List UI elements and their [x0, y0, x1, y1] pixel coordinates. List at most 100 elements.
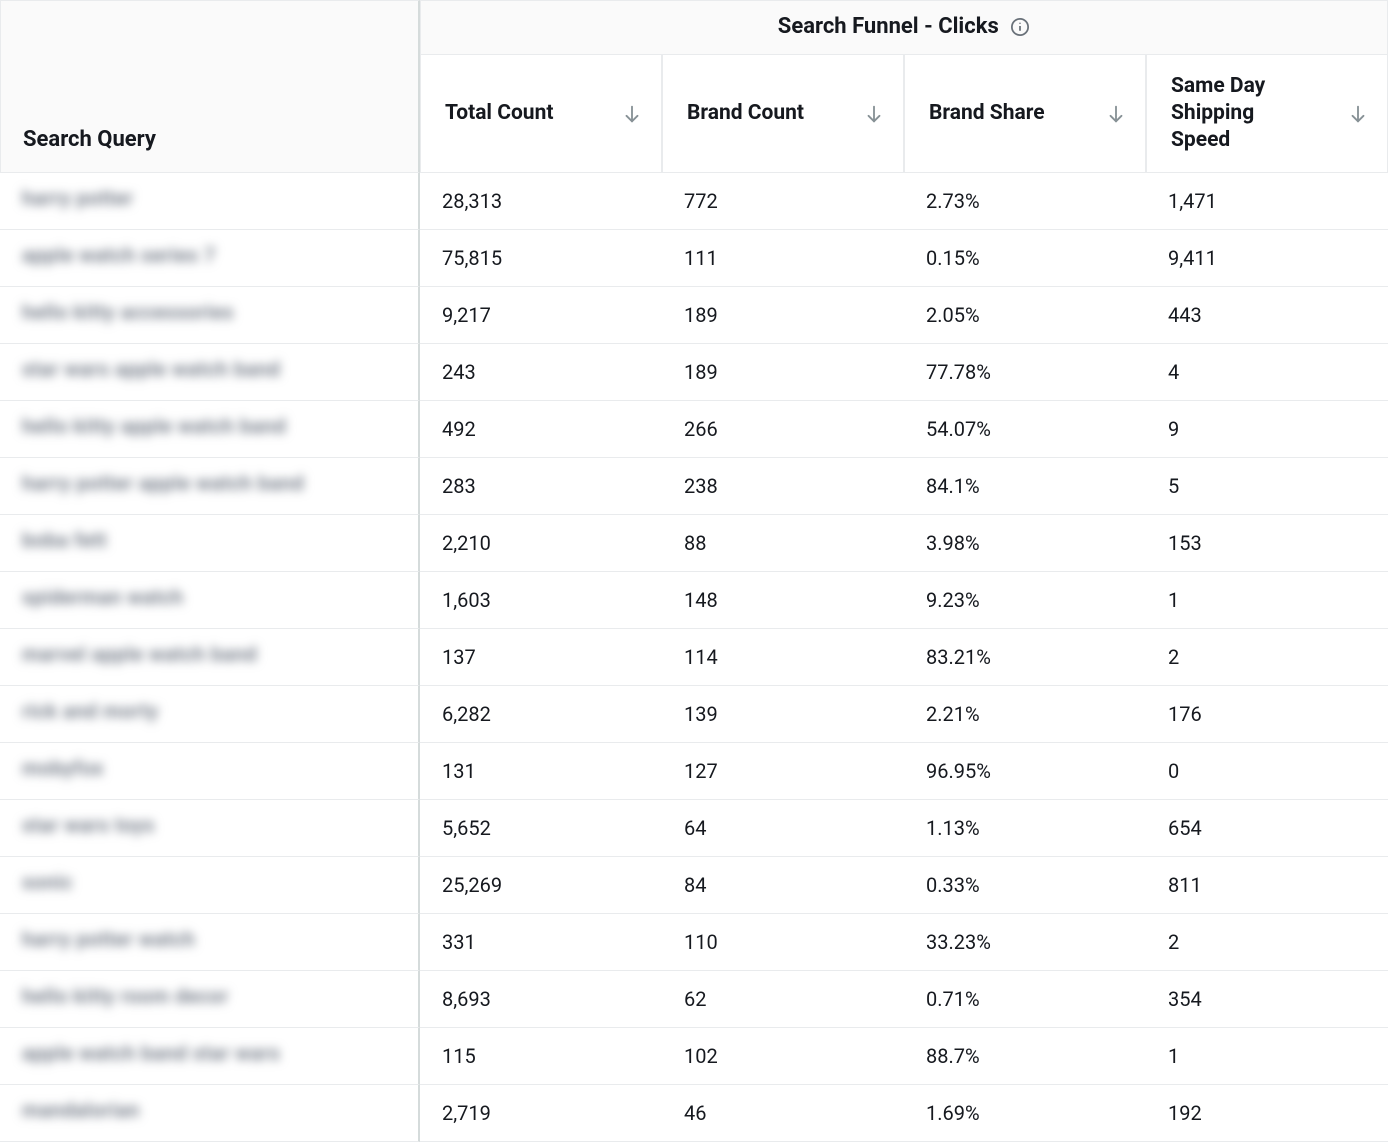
cell-brand-count: 238	[662, 458, 904, 515]
search-query-text: apple watch band star wars	[22, 1040, 280, 1066]
cell-total-count: 5,652	[420, 800, 662, 857]
table-row: hello kitty room decor8,693620.71%354	[0, 971, 1388, 1028]
cell-same-day: 153	[1146, 515, 1388, 572]
cell-same-day: 4	[1146, 344, 1388, 401]
cell-total-count: 283	[420, 458, 662, 515]
search-query-text: apple watch series 7	[22, 242, 216, 268]
cell-brand-share: 2.21%	[904, 686, 1146, 743]
cell-brand-count: 46	[662, 1085, 904, 1142]
cell-total-count: 6,282	[420, 686, 662, 743]
table-row: hello kitty apple watch band49226654.07%…	[0, 401, 1388, 458]
cell-same-day: 354	[1146, 971, 1388, 1028]
cell-total-count: 2,210	[420, 515, 662, 572]
cell-brand-count: 189	[662, 287, 904, 344]
search-query-text: marvel apple watch band	[22, 641, 257, 667]
cell-brand-share: 83.21%	[904, 629, 1146, 686]
column-header-same-day[interactable]: Same Day Shipping Speed	[1146, 55, 1388, 174]
cell-brand-share: 88.7%	[904, 1028, 1146, 1085]
cell-same-day: 5	[1146, 458, 1388, 515]
column-header-label: Total Count	[445, 100, 553, 127]
cell-brand-count: 148	[662, 572, 904, 629]
cell-search-query: hello kitty accessories	[0, 287, 420, 344]
cell-same-day: 9	[1146, 401, 1388, 458]
search-query-text: mobyfox	[22, 755, 104, 781]
cell-brand-count: 84	[662, 857, 904, 914]
search-funnel-table: Search Query Search Funnel - Clicks Tota…	[0, 0, 1388, 1142]
table-row: marvel apple watch band13711483.21%2	[0, 629, 1388, 686]
cell-total-count: 75,815	[420, 230, 662, 287]
cell-brand-share: 2.05%	[904, 287, 1146, 344]
cell-search-query: harry potter apple watch band	[0, 458, 420, 515]
table-row: star wars toys5,652641.13%654	[0, 800, 1388, 857]
table-row: hello kitty accessories9,2171892.05%443	[0, 287, 1388, 344]
cell-brand-share: 0.15%	[904, 230, 1146, 287]
cell-brand-share: 77.78%	[904, 344, 1146, 401]
search-query-text: harry potter watch	[22, 926, 195, 952]
column-header-search-query[interactable]: Search Query	[0, 0, 420, 173]
cell-brand-share: 33.23%	[904, 914, 1146, 971]
cell-total-count: 2,719	[420, 1085, 662, 1142]
table-row: spiderman watch 1,6031489.23%1	[0, 572, 1388, 629]
cell-brand-count: 62	[662, 971, 904, 1028]
search-query-text: mandalorian	[22, 1097, 140, 1123]
cell-total-count: 1,603	[420, 572, 662, 629]
cell-same-day: 1	[1146, 572, 1388, 629]
search-query-text: rick and morty	[22, 698, 159, 724]
column-header-label: Brand Share	[929, 100, 1045, 127]
table-body: harry potter28,3137722.73%1,471 apple wat…	[0, 173, 1388, 1142]
cell-search-query: star wars apple watch band	[0, 344, 420, 401]
table-row: harry potter apple watch band28323884.1%…	[0, 458, 1388, 515]
cell-total-count: 8,693	[420, 971, 662, 1028]
cell-same-day: 443	[1146, 287, 1388, 344]
cell-same-day: 176	[1146, 686, 1388, 743]
cell-brand-share: 1.69%	[904, 1085, 1146, 1142]
group-header-label: Search Funnel - Clicks	[778, 14, 999, 39]
cell-brand-count: 127	[662, 743, 904, 800]
table-row: harry potter watch33111033.23%2	[0, 914, 1388, 971]
sort-descending-icon[interactable]	[863, 103, 885, 125]
search-query-text: hello kitty accessories	[22, 299, 234, 325]
table-row: star wars apple watch band24318977.78%4	[0, 344, 1388, 401]
cell-brand-share: 84.1%	[904, 458, 1146, 515]
cell-brand-share: 3.98%	[904, 515, 1146, 572]
info-icon[interactable]	[1010, 17, 1030, 37]
table-row: apple watch band star wars11510288.7%1	[0, 1028, 1388, 1085]
cell-same-day: 2	[1146, 914, 1388, 971]
cell-same-day: 9,411	[1146, 230, 1388, 287]
column-header-total-count[interactable]: Total Count	[420, 55, 662, 174]
cell-brand-count: 266	[662, 401, 904, 458]
cell-total-count: 243	[420, 344, 662, 401]
column-header-brand-count[interactable]: Brand Count	[662, 55, 904, 174]
cell-search-query: apple watch band star wars	[0, 1028, 420, 1085]
search-query-text: spiderman watch	[22, 584, 184, 610]
cell-search-query: hello kitty apple watch band	[0, 401, 420, 458]
search-query-text: star wars toys	[22, 812, 155, 838]
cell-same-day: 192	[1146, 1085, 1388, 1142]
table-row: harry potter28,3137722.73%1,471	[0, 173, 1388, 230]
column-header-brand-share[interactable]: Brand Share	[904, 55, 1146, 174]
sort-descending-icon[interactable]	[1105, 103, 1127, 125]
column-header-label: Same Day Shipping Speed	[1171, 73, 1301, 155]
column-header-label: Brand Count	[687, 100, 804, 127]
cell-search-query: boba fett	[0, 515, 420, 572]
search-query-text: boba fett	[22, 527, 107, 553]
search-query-header-label: Search Query	[23, 127, 156, 152]
cell-search-query: rick and morty	[0, 686, 420, 743]
cell-total-count: 115	[420, 1028, 662, 1085]
cell-brand-share: 0.71%	[904, 971, 1146, 1028]
cell-brand-count: 139	[662, 686, 904, 743]
cell-search-query: mandalorian	[0, 1085, 420, 1142]
cell-brand-count: 111	[662, 230, 904, 287]
cell-brand-share: 9.23%	[904, 572, 1146, 629]
table-row: sonic25,269840.33%811	[0, 857, 1388, 914]
search-query-text: hello kitty apple watch band	[22, 413, 286, 439]
table-row: boba fett2,210883.98%153	[0, 515, 1388, 572]
sort-descending-icon[interactable]	[1347, 103, 1369, 125]
cell-search-query: mobyfox	[0, 743, 420, 800]
sort-descending-icon[interactable]	[621, 103, 643, 125]
cell-brand-count: 772	[662, 173, 904, 230]
table-row: rick and morty 6,2821392.21%176	[0, 686, 1388, 743]
cell-brand-count: 64	[662, 800, 904, 857]
cell-brand-count: 189	[662, 344, 904, 401]
cell-search-query: hello kitty room decor	[0, 971, 420, 1028]
